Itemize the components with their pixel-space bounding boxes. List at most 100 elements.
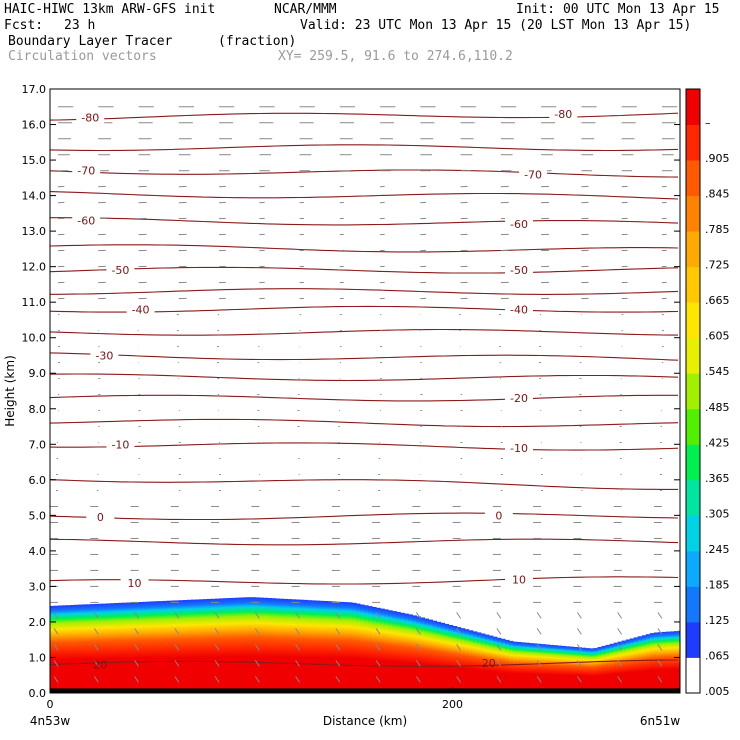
tracer-column — [263, 597, 268, 693]
tracer-column — [565, 646, 570, 693]
vector-arrow — [375, 676, 381, 683]
contour-label-bg — [90, 349, 119, 362]
tracer-column — [472, 631, 478, 693]
vector-arrow — [657, 660, 663, 667]
tracer-column — [512, 641, 518, 693]
tracer-column — [243, 597, 248, 693]
tracer-column — [633, 637, 639, 693]
vector-arrow — [576, 660, 582, 667]
vector-arrow — [53, 660, 59, 667]
tracer-column — [303, 599, 309, 693]
y-tick-label: 11.0 — [22, 296, 47, 309]
tracer-column — [54, 605, 59, 693]
contour-label-bg — [106, 438, 135, 451]
tracer-column — [674, 631, 679, 693]
contour-label-bg — [76, 111, 105, 124]
vector-arrow — [295, 644, 301, 651]
tracer-column — [106, 603, 111, 693]
model-title: HAIC-HIWC 13km ARW-GFS init — [4, 2, 216, 17]
tracer-column — [114, 603, 119, 693]
colorbar-swatch — [686, 657, 700, 694]
tracer-column — [432, 620, 437, 693]
vector-arrow — [174, 644, 180, 651]
vector-arrow — [53, 676, 59, 683]
tracer-column — [170, 600, 176, 693]
vector-arrow — [254, 644, 260, 651]
vector-arrow — [214, 628, 220, 635]
vector-arrow — [254, 660, 260, 667]
tracer-column — [283, 598, 289, 693]
contour-label: -80 — [554, 108, 572, 121]
tracer-column — [142, 601, 148, 693]
tracer-column — [78, 604, 83, 693]
tracer-column — [508, 640, 514, 693]
isotherm-line — [50, 659, 678, 667]
vector-arrow — [174, 628, 180, 635]
tracer-column — [665, 631, 671, 693]
tracer-column — [291, 599, 297, 693]
vector-arrow — [214, 660, 220, 667]
tracer-column — [154, 601, 160, 693]
contour-label-bg — [519, 168, 548, 181]
colorbar-label: .365 — [705, 472, 730, 485]
colorbar-frame — [685, 88, 701, 694]
colorbar-label: – — [705, 117, 711, 130]
tracer-column — [182, 600, 188, 693]
tracer-column — [267, 598, 272, 693]
xy-range: XY= 259.5, 91.6 to 274.6,110.2 — [278, 49, 513, 64]
tracer-column — [86, 604, 91, 693]
tracer-column — [331, 601, 337, 693]
contour-label-bg — [504, 303, 533, 316]
isotherm-line — [50, 512, 679, 521]
vector-arrow — [456, 676, 462, 683]
isotherm-line — [50, 244, 679, 253]
tracer-column — [468, 630, 474, 693]
tracer-column — [456, 627, 462, 693]
contour-label: -70 — [524, 168, 542, 181]
tracer-column — [186, 599, 192, 693]
tracer-column — [384, 609, 389, 693]
isotherm-line — [50, 373, 679, 382]
isotherm-line — [50, 538, 679, 546]
tracer-column — [569, 646, 574, 693]
tracer-column — [271, 598, 276, 693]
isotherm-line — [50, 352, 679, 361]
tracer-column — [70, 605, 75, 693]
vector-arrow — [335, 660, 341, 667]
tracer-column — [500, 638, 506, 693]
tracer-column — [299, 599, 305, 693]
tracer-column — [420, 617, 425, 693]
colorbar-label: .485 — [705, 401, 730, 414]
contour-label-bg — [126, 303, 155, 316]
vector-arrow — [295, 676, 301, 683]
contour-label: -30 — [95, 349, 113, 362]
isotherm-line — [50, 191, 679, 200]
contour-label: 0 — [97, 511, 104, 524]
vector-arrow — [174, 676, 180, 683]
tracer-column — [98, 603, 103, 693]
vector-arrow — [375, 612, 381, 619]
tracer-column — [613, 642, 619, 693]
tracer-column — [597, 647, 603, 693]
tracer-column — [255, 597, 260, 693]
vector-arrow — [415, 628, 421, 635]
contour-label: 10 — [128, 577, 142, 590]
tracer-column — [428, 619, 433, 693]
tracer-column — [609, 643, 615, 693]
tracer-column — [162, 600, 168, 693]
tracer-column — [605, 644, 611, 693]
colorbar-label: .785 — [705, 223, 730, 236]
tracer-column — [58, 605, 63, 693]
contour-label-bg — [72, 164, 101, 177]
vector-arrow — [93, 628, 99, 635]
y-axis: 0.0 1.0 2.0 3.0 4.0 5.0 6.0 7.0 8.0 9.0 10.0 11.0 12… — [22, 83, 680, 700]
plot-frame — [49, 88, 681, 694]
y-tick-label: 13.0 — [22, 225, 47, 238]
tracer-column — [126, 602, 132, 693]
vector-arrow — [536, 644, 542, 651]
isotherm-line — [50, 479, 678, 490]
contour-label-bg — [504, 218, 533, 231]
tracer-column — [66, 605, 71, 693]
isotherm-line — [50, 288, 679, 295]
contour-label-bg — [484, 509, 513, 522]
